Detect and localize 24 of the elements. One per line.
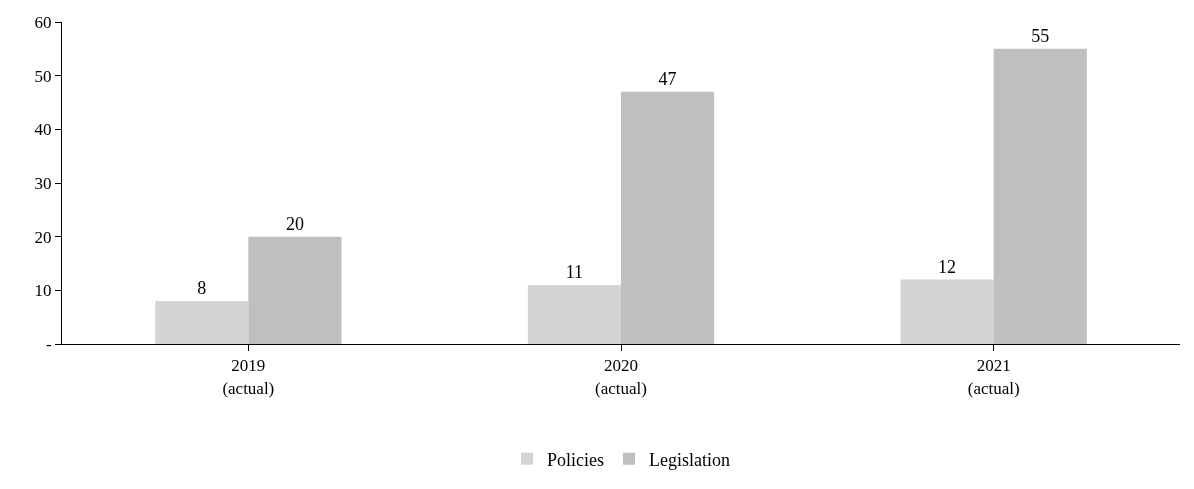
- bar: [993, 48, 1087, 344]
- bar: [248, 236, 342, 344]
- x-tick-label: 2021 (actual): [967, 356, 1020, 398]
- data-label: 12: [938, 256, 957, 277]
- legend-label: Policies: [547, 449, 604, 470]
- data-label: 8: [197, 278, 207, 299]
- y-tick-label: 60: [34, 12, 52, 32]
- data-label: 20: [285, 213, 304, 234]
- x-tick-label: 2019 (actual): [222, 356, 275, 398]
- bar: [527, 284, 621, 344]
- bar: [900, 279, 994, 344]
- legend-label: Legislation: [649, 449, 730, 470]
- y-tick-label: -: [45, 334, 52, 354]
- y-tick-label: 20: [34, 227, 52, 247]
- y-tick-label: 40: [34, 120, 52, 140]
- data-label: 55: [1031, 25, 1050, 46]
- bar: [155, 301, 249, 344]
- y-tick-label: 30: [34, 173, 52, 193]
- bar: [621, 91, 715, 344]
- y-tick-label: 10: [34, 281, 52, 301]
- y-tick-label: 50: [34, 66, 52, 86]
- x-tick-label: 2020 (actual): [595, 356, 647, 398]
- data-label: 47: [658, 68, 677, 89]
- data-label: 11: [565, 261, 584, 282]
